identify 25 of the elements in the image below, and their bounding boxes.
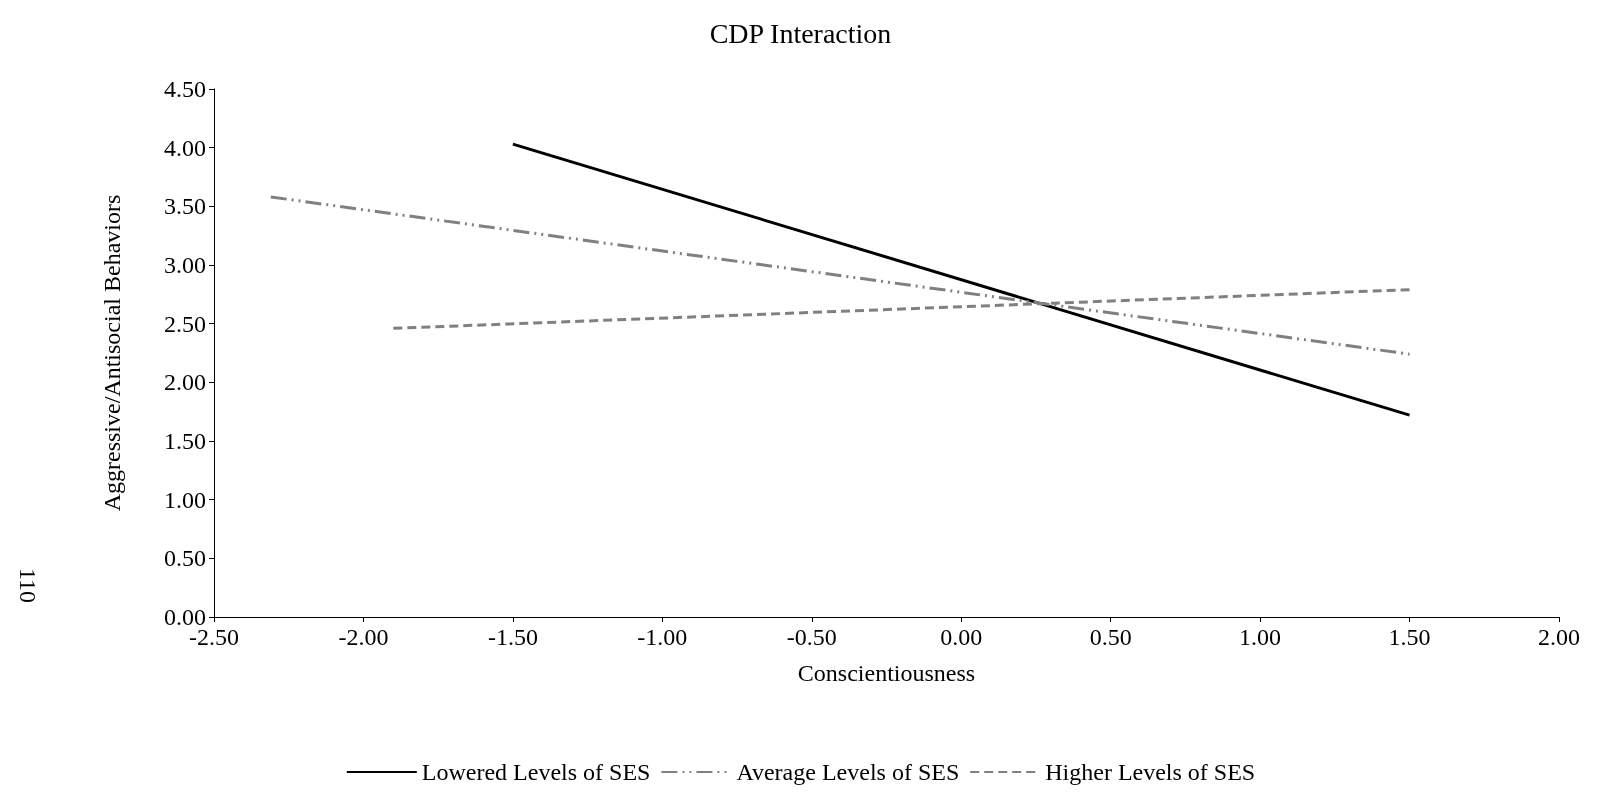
y-tick-label: 4.50 <box>164 76 206 102</box>
y-axis-title: Aggressive/Antisocial Behaviors <box>99 194 125 512</box>
y-tick-label: 1.00 <box>164 486 206 513</box>
x-tick-label: 1.00 <box>1239 624 1282 650</box>
x-tick-label: 1.50 <box>1388 624 1431 650</box>
y-tick-label: 3.00 <box>164 252 206 278</box>
y-tick-label: 2.00 <box>164 369 206 396</box>
x-tick-label: -0.50 <box>786 624 837 650</box>
x-axis-title: Conscientiousness <box>797 660 976 686</box>
legend-label: Average Levels of SES <box>736 759 960 785</box>
y-tick-label: 3.50 <box>164 193 206 220</box>
text: 110 <box>15 568 41 604</box>
x-tick-label: -2.00 <box>338 624 389 650</box>
legend-label: Higher Levels of SES <box>1045 759 1256 785</box>
legend-label: Lowered Levels of SES <box>421 759 651 785</box>
x-tick-label: -1.50 <box>487 624 538 650</box>
x-tick-label: 0.00 <box>940 624 983 650</box>
x-tick-label: 0.50 <box>1089 624 1132 650</box>
x-tick-label: -1.00 <box>637 624 688 650</box>
y-tick-label: 0.50 <box>164 545 206 572</box>
y-tick-label: 2.50 <box>164 310 206 337</box>
chart-title: CDP Interaction <box>709 17 892 49</box>
y-tick-label: 1.50 <box>164 428 206 454</box>
x-tick-label: 2.00 <box>1538 624 1580 650</box>
y-tick-label: 4.00 <box>164 134 206 161</box>
